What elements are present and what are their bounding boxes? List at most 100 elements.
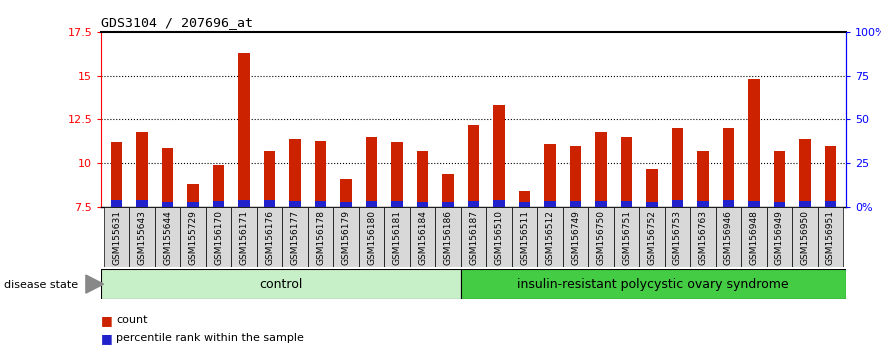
- Bar: [461, 269, 846, 299]
- Text: control: control: [259, 278, 303, 291]
- Text: GSM156512: GSM156512: [545, 210, 554, 265]
- Text: GSM156948: GSM156948: [750, 210, 759, 265]
- Bar: [137, 200, 148, 207]
- Bar: [665, 207, 690, 267]
- Text: GSM156176: GSM156176: [265, 210, 274, 265]
- Bar: [263, 200, 276, 207]
- Bar: [307, 207, 333, 267]
- Bar: [519, 191, 530, 207]
- Bar: [206, 207, 232, 267]
- Text: GSM156184: GSM156184: [418, 210, 427, 265]
- Text: GSM156949: GSM156949: [775, 210, 784, 265]
- Text: GSM156180: GSM156180: [367, 210, 376, 265]
- Text: GSM156178: GSM156178: [316, 210, 325, 265]
- Bar: [818, 207, 843, 267]
- Bar: [493, 200, 505, 207]
- Bar: [748, 201, 759, 207]
- Bar: [130, 207, 155, 267]
- Text: GSM156951: GSM156951: [826, 210, 835, 265]
- Bar: [468, 125, 479, 207]
- Text: GSM156946: GSM156946: [724, 210, 733, 265]
- Polygon shape: [86, 275, 104, 293]
- Bar: [155, 207, 181, 267]
- Text: GSM156950: GSM156950: [801, 210, 810, 265]
- Bar: [640, 207, 665, 267]
- Text: GSM155644: GSM155644: [163, 210, 172, 265]
- Bar: [232, 207, 257, 267]
- Text: GSM156177: GSM156177: [291, 210, 300, 265]
- Bar: [519, 202, 530, 207]
- Bar: [315, 201, 326, 207]
- Bar: [282, 207, 307, 267]
- Bar: [486, 207, 512, 267]
- Text: GSM156749: GSM156749: [571, 210, 580, 265]
- Bar: [722, 128, 734, 207]
- Bar: [257, 207, 282, 267]
- Bar: [315, 141, 326, 207]
- Text: GSM156763: GSM156763: [699, 210, 707, 265]
- Bar: [417, 151, 428, 207]
- Bar: [722, 200, 734, 207]
- Bar: [366, 201, 377, 207]
- Bar: [435, 207, 461, 267]
- Text: GSM156170: GSM156170: [214, 210, 223, 265]
- Bar: [570, 201, 581, 207]
- Bar: [799, 139, 811, 207]
- Text: GSM156186: GSM156186: [443, 210, 453, 265]
- Bar: [544, 144, 556, 207]
- Text: GSM156179: GSM156179: [342, 210, 351, 265]
- Bar: [544, 201, 556, 207]
- Bar: [741, 207, 766, 267]
- Text: GSM156753: GSM156753: [673, 210, 682, 265]
- Text: count: count: [116, 315, 148, 325]
- Bar: [690, 207, 715, 267]
- Text: GDS3104 / 207696_at: GDS3104 / 207696_at: [101, 16, 254, 29]
- Text: percentile rank within the sample: percentile rank within the sample: [116, 333, 304, 343]
- Bar: [671, 128, 684, 207]
- Bar: [748, 79, 759, 207]
- Bar: [589, 207, 614, 267]
- Bar: [359, 207, 384, 267]
- Text: ■: ■: [101, 314, 113, 327]
- Bar: [137, 132, 148, 207]
- Bar: [671, 200, 684, 207]
- Text: GSM156171: GSM156171: [240, 210, 248, 265]
- Bar: [239, 200, 250, 207]
- Bar: [621, 137, 633, 207]
- Bar: [366, 137, 377, 207]
- Bar: [537, 207, 563, 267]
- Bar: [333, 207, 359, 267]
- Bar: [162, 148, 174, 207]
- Bar: [563, 207, 589, 267]
- Text: GSM156750: GSM156750: [596, 210, 605, 265]
- Bar: [340, 179, 352, 207]
- Bar: [774, 202, 785, 207]
- Bar: [715, 207, 741, 267]
- Text: GSM156181: GSM156181: [393, 210, 402, 265]
- Text: GSM155643: GSM155643: [137, 210, 146, 265]
- Text: GSM156511: GSM156511: [520, 210, 529, 265]
- Bar: [239, 53, 250, 207]
- Text: GSM156187: GSM156187: [469, 210, 478, 265]
- Text: GSM155631: GSM155631: [112, 210, 121, 265]
- Bar: [825, 201, 836, 207]
- Bar: [111, 142, 122, 207]
- Bar: [442, 174, 454, 207]
- Bar: [101, 269, 461, 299]
- Bar: [111, 200, 122, 207]
- Text: GSM156752: GSM156752: [648, 210, 656, 265]
- Text: GSM155729: GSM155729: [189, 210, 197, 265]
- Bar: [442, 202, 454, 207]
- Bar: [263, 151, 276, 207]
- Text: ■: ■: [101, 332, 113, 344]
- Bar: [289, 201, 300, 207]
- Text: GSM156510: GSM156510: [494, 210, 504, 265]
- Bar: [493, 105, 505, 207]
- Bar: [647, 169, 658, 207]
- Bar: [188, 202, 199, 207]
- Bar: [391, 142, 403, 207]
- Bar: [570, 146, 581, 207]
- Bar: [384, 207, 410, 267]
- Bar: [697, 201, 708, 207]
- Text: disease state: disease state: [4, 280, 78, 290]
